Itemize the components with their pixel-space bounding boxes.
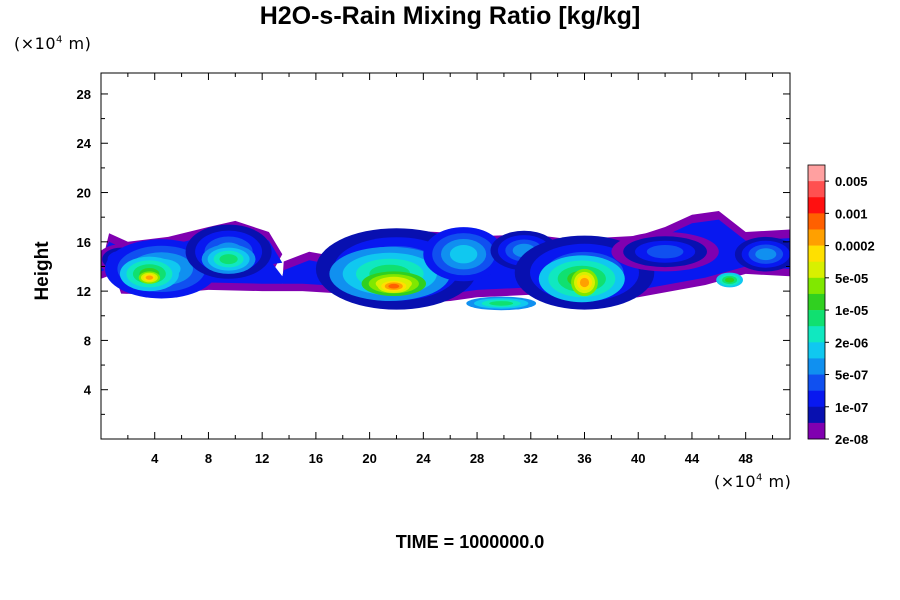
- y-tick-label: 16: [77, 235, 91, 250]
- plot-frame: [100, 72, 791, 440]
- cloud-blob-18: [755, 248, 777, 261]
- colorbar-label: 0.005: [835, 174, 868, 189]
- x-tick-label: 28: [470, 451, 484, 466]
- x-tick-label: 16: [309, 451, 323, 466]
- chart-title: H2O-s-Rain Mixing Ratio [kg/kg]: [259, 2, 641, 30]
- colorbar-label: 2e-08: [835, 432, 868, 447]
- colorbar-swatch: [808, 165, 825, 182]
- x-tick-label: 24: [416, 451, 431, 466]
- y-tick-label: 8: [84, 333, 91, 348]
- colorbar-label: 1e-05: [835, 303, 868, 318]
- x-tick-label: 4: [151, 451, 159, 466]
- y-tick-label: 24: [77, 136, 92, 151]
- colorbar-label: 2e-06: [835, 335, 868, 350]
- colorbar-swatch: [808, 213, 825, 230]
- rain-mixing-ratio-field: [101, 211, 790, 311]
- colorbar-swatch: [808, 181, 825, 198]
- y-tick-label: 4: [84, 383, 92, 398]
- colorbar-frame: [807, 164, 826, 440]
- colorbar-swatch: [808, 390, 825, 408]
- cloud-blob-5: [219, 254, 238, 265]
- x-tick-label: 12: [255, 451, 269, 466]
- colorbar-swatch: [808, 358, 825, 375]
- colorbar-swatch: [808, 293, 825, 311]
- colorbar-swatch: [808, 245, 825, 263]
- cloud-blob-3: [145, 275, 154, 280]
- y-tick-label: 20: [77, 186, 91, 201]
- cloud-blob-11: [489, 301, 514, 306]
- cloud-blob-16: [646, 245, 684, 259]
- colorbar-swatch: [808, 261, 825, 279]
- colorbar-label: 1e-07: [835, 400, 868, 415]
- x-tick-label: 48: [738, 451, 752, 466]
- colorbar-swatch: [808, 197, 825, 214]
- colorbar-label: 0.0002: [835, 239, 875, 254]
- cloud-blob-15: [579, 277, 590, 288]
- y-tick-label: 28: [77, 87, 91, 102]
- colorbar-swatch: [808, 310, 825, 327]
- colorbar-swatch: [808, 422, 825, 440]
- y-tick-label: 12: [77, 284, 91, 299]
- colorbar-swatch: [808, 374, 825, 391]
- x-tick-label: 36: [577, 451, 591, 466]
- x-tick-label: 40: [631, 451, 645, 466]
- x-tick-label: 32: [524, 451, 538, 466]
- y-axis-unit: (×104 m): [14, 34, 92, 53]
- time-stamp: TIME = 1000000.0: [395, 532, 545, 552]
- colorbar-swatch: [808, 229, 825, 246]
- colorbar-label: 0.001: [835, 206, 868, 221]
- cloud-blob-9: [388, 283, 400, 289]
- colorbar-swatch: [808, 342, 825, 359]
- cloud-blob-10: [449, 245, 478, 264]
- colorbar-swatch: [808, 277, 825, 295]
- colorbar: 0.005 0.001 0.0002 5e-05 1e-05 2e-06 5e-07 1e-0…: [807, 164, 875, 447]
- x-axis-unit: (×104 m): [714, 472, 792, 491]
- colorbar-label: 5e-05: [835, 271, 868, 286]
- colorbar-swatch: [808, 406, 825, 424]
- colorbar-label: 5e-07: [835, 368, 868, 383]
- x-tick-label: 44: [685, 451, 700, 466]
- colorbar-swatch: [808, 326, 825, 343]
- x-tick-label: 20: [362, 451, 376, 466]
- cloud-blob-17: [725, 277, 735, 283]
- x-tick-label: 8: [205, 451, 212, 466]
